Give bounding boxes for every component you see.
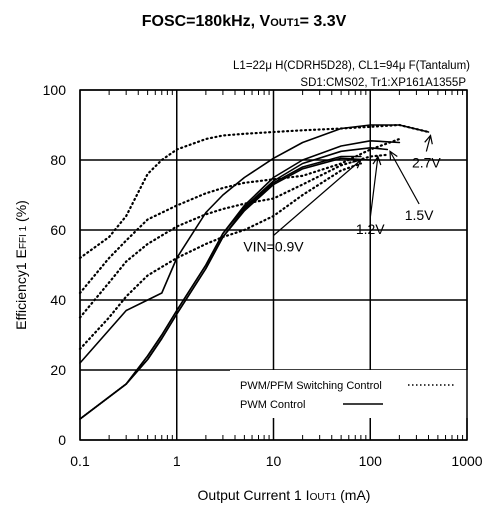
pwm-pfm-series-line (78, 162, 362, 351)
annotation-label: VIN=0.9V (243, 239, 304, 255)
x-axis-label: Output Current 1 IOUT1 (mA) (198, 487, 371, 503)
pwm-pfm-series-line (78, 137, 401, 295)
y-tick-label: 40 (50, 292, 66, 308)
chart-title: FOSC=180kHz, VOUT1= 3.3V (142, 13, 347, 30)
annotation-leader (369, 156, 379, 219)
annotation-leader (425, 135, 432, 152)
annotation-arrowhead (352, 159, 362, 169)
legend-label-pwm: PWM Control (240, 399, 305, 411)
y-axis-label: Efficiency1 EFFI 1 (%) (13, 200, 29, 330)
x-tick-label: 10 (266, 453, 282, 469)
series-layer (78, 123, 430, 420)
pwm-series-line (79, 124, 430, 364)
annotation-arrowhead (389, 150, 398, 161)
x-tick-label: 0.1 (70, 453, 90, 469)
annotation-label: 1.5V (405, 207, 434, 223)
component-note-2: SD1:CMS02, Tr1:XP161A1355P (300, 77, 466, 89)
annotation-arrowhead (424, 134, 433, 145)
annotation-label: 1.2V (356, 221, 385, 237)
component-note-1: L1=22μ H(CDRH5D28), CL1=94μ F(Tantalum) (233, 60, 470, 72)
y-tick-label: 80 (50, 152, 66, 168)
plot-frame (79, 89, 468, 441)
annotation-leader (273, 159, 362, 236)
legend-box (230, 370, 470, 418)
x-tick-label: 100 (359, 453, 383, 469)
annotation-leader (389, 150, 420, 205)
pwm-series-line (79, 147, 389, 420)
y-tick-label: 0 (58, 432, 66, 448)
y-tick-label: 100 (43, 82, 67, 98)
annotation-layer: VIN=0.9V 1.2V 1.5V 2.7V (243, 134, 441, 255)
x-tick-label: 1 (173, 453, 181, 469)
pwm-pfm-series-line (78, 153, 389, 319)
x-tick-label: 1000 (451, 453, 482, 469)
annotation-arrowhead (372, 155, 382, 166)
y-tick-label: 60 (50, 222, 66, 238)
legend-label-pwm-pfm: PWM/PFM Switching Control (240, 380, 382, 392)
y-tick-label: 20 (50, 362, 66, 378)
pwm-pfm-series-line (78, 123, 430, 260)
pwm-series-line (79, 157, 372, 420)
tick-labels: 0.1 1 10 100 1000 0 20 40 60 80 100 (43, 82, 483, 469)
annotation-label: 2.7V (412, 155, 441, 171)
